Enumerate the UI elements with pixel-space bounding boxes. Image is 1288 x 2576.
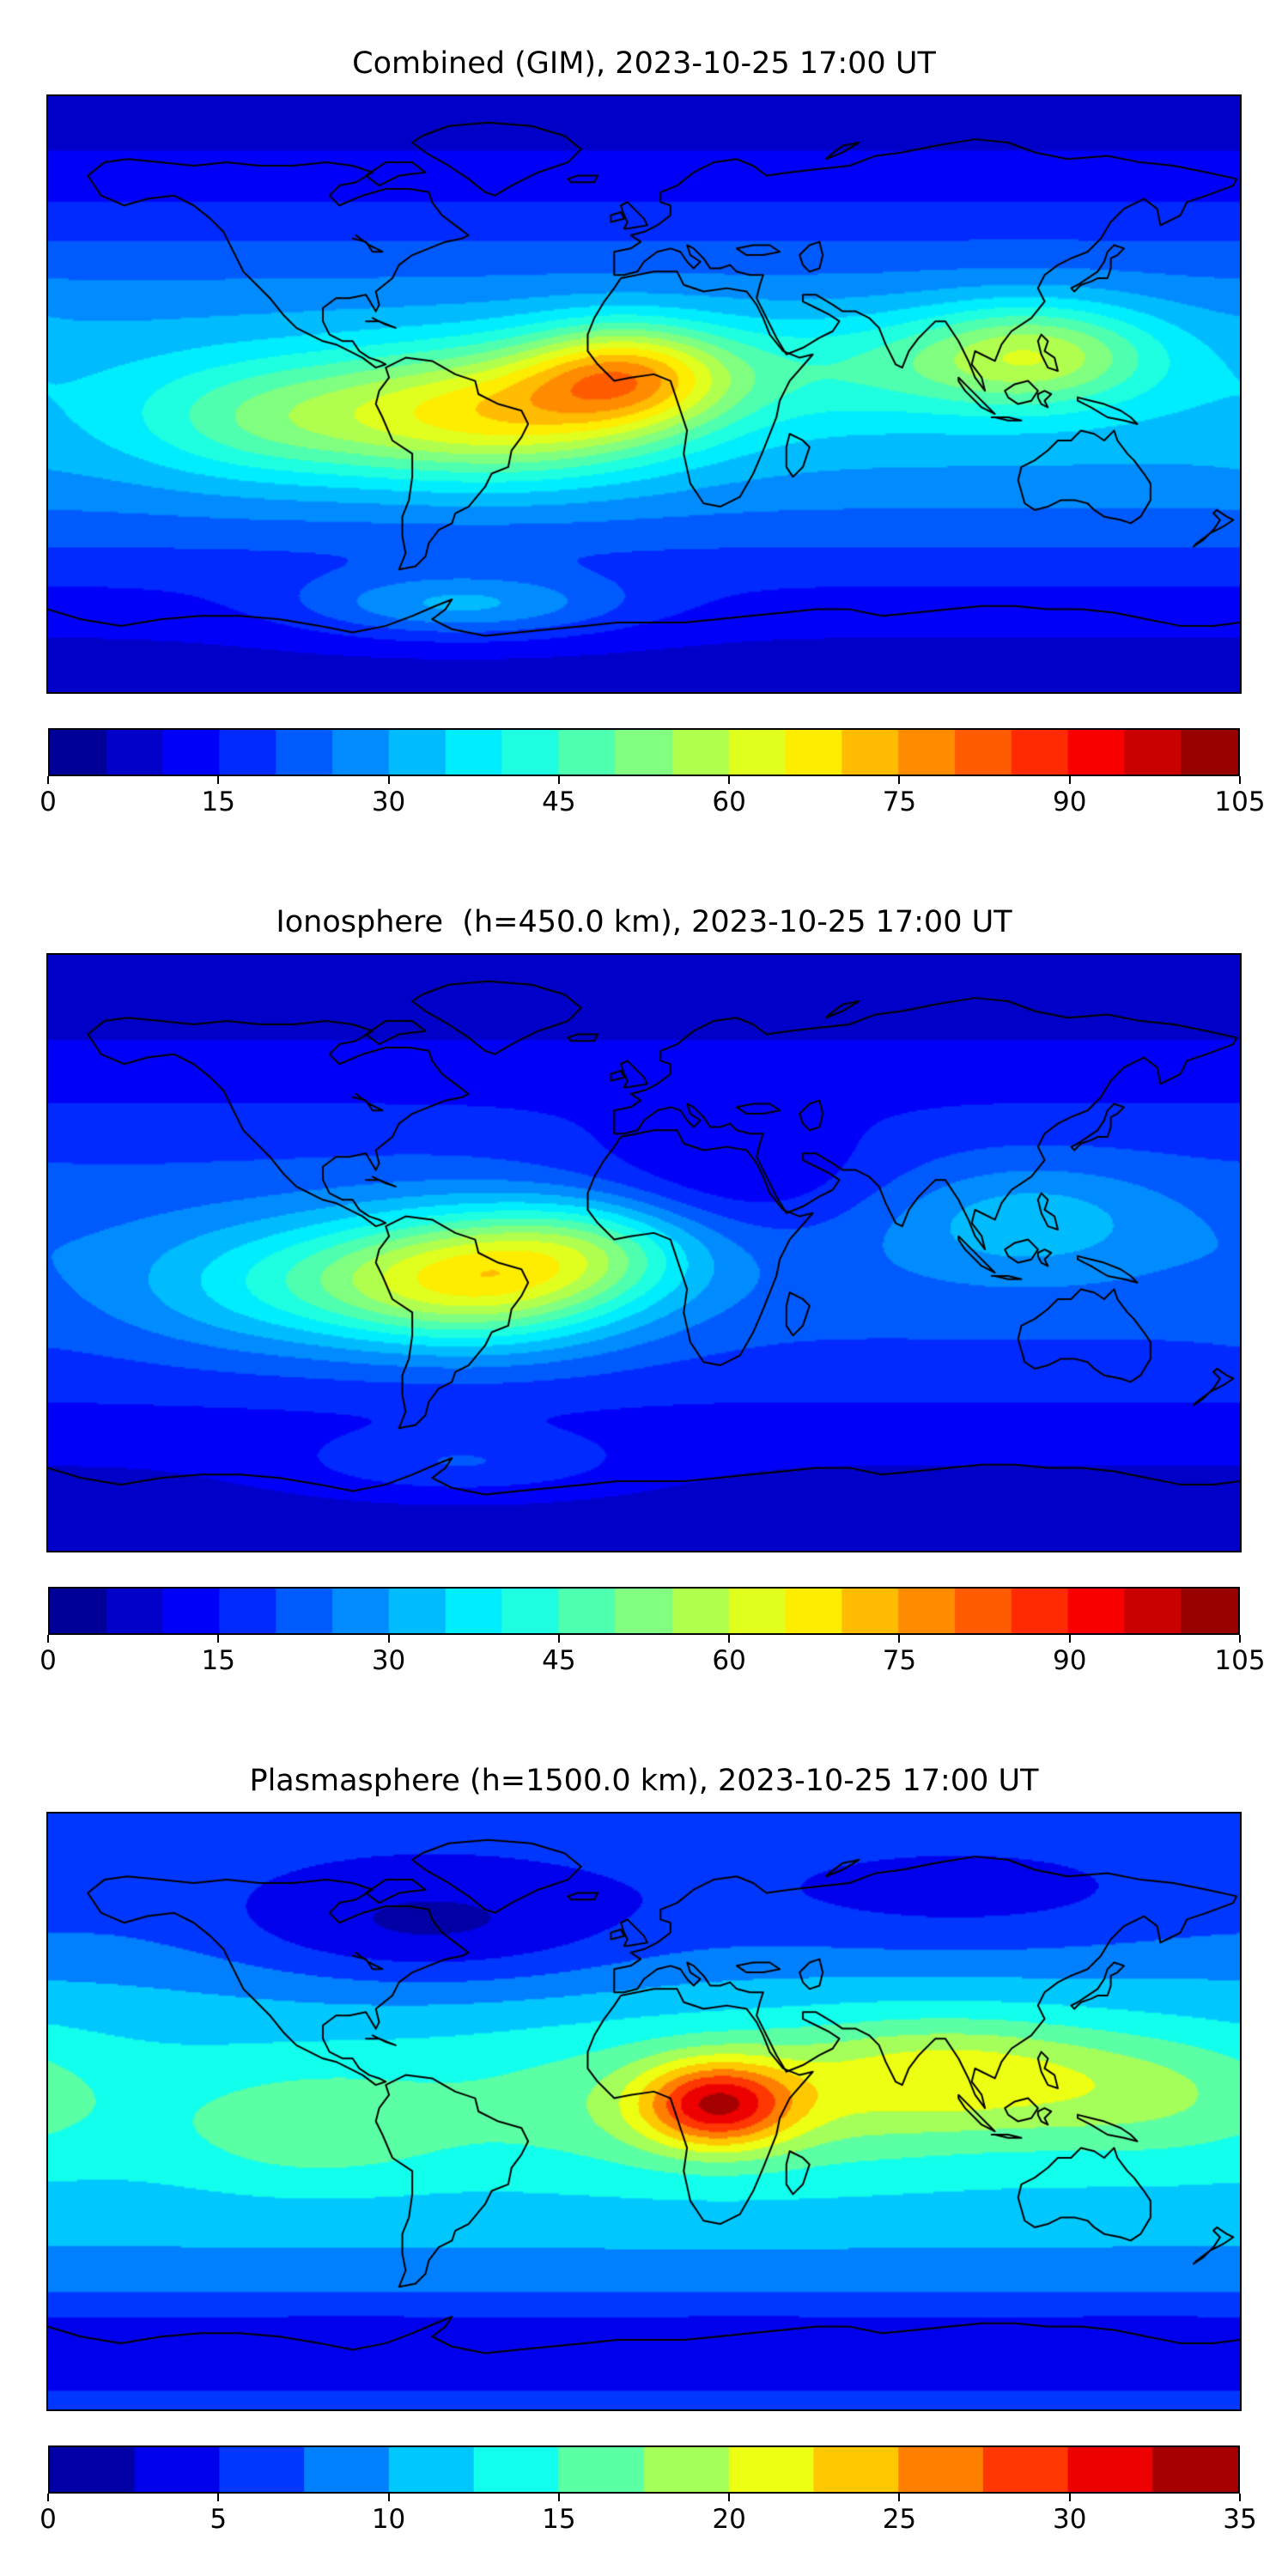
ionosphere-colorbar: 0 15 30 45 60 75 90 105 <box>39 1587 1266 1685</box>
panel-ionosphere: Ionosphere (h=450.0 km), 2023-10-25 17:0… <box>0 859 1288 1717</box>
colorbar-tick-label: 75 <box>882 1645 917 1676</box>
ionosphere-title: Ionosphere (h=450.0 km), 2023-10-25 17:0… <box>276 905 1012 939</box>
colorbar-tick <box>728 2494 731 2501</box>
colorbar-tick <box>217 2494 220 2501</box>
colorbar-tick <box>898 2494 901 2501</box>
colorbar-tick <box>1239 2494 1241 2501</box>
plasmasphere-map-canvas <box>48 1814 1240 2409</box>
ionosphere-colorbar-canvas <box>50 1589 1238 1633</box>
combined-gim-colorbar-canvas <box>50 730 1238 775</box>
colorbar-tick-label: 0 <box>39 787 57 817</box>
ionosphere-colorbar-frame <box>48 1587 1240 1635</box>
colorbar-tick-label: 30 <box>371 787 406 817</box>
colorbar-tick <box>217 776 220 784</box>
colorbar-tick <box>557 1635 560 1643</box>
colorbar-tick-label: 15 <box>201 1645 236 1676</box>
colorbar-tick-label: 45 <box>542 787 576 817</box>
colorbar-tick-label: 105 <box>1214 787 1266 817</box>
colorbar-tick-label: 30 <box>1052 2504 1087 2535</box>
colorbar-tick-label: 60 <box>712 787 746 817</box>
colorbar-tick <box>557 2494 560 2501</box>
colorbar-tick <box>217 1635 220 1643</box>
combined-gim-colorbar-frame <box>48 728 1240 776</box>
colorbar-tick <box>898 776 901 784</box>
colorbar-tick <box>47 776 49 784</box>
panel-plasmasphere: Plasmasphere (h=1500.0 km), 2023-10-25 1… <box>0 1717 1288 2576</box>
colorbar-tick-label: 30 <box>371 1645 406 1676</box>
combined-gim-map-frame <box>46 94 1242 694</box>
plasmasphere-colorbar: 0 5 10 15 20 25 30 35 <box>39 2445 1257 2543</box>
colorbar-tick-label: 10 <box>371 2504 406 2535</box>
colorbar-tick <box>728 776 731 784</box>
plasmasphere-colorbar-canvas <box>50 2447 1238 2492</box>
colorbar-tick <box>387 2494 390 2501</box>
colorbar-tick <box>1068 1635 1071 1643</box>
plasmasphere-colorbar-ticks: 0 5 10 15 20 25 30 35 <box>39 2494 1257 2543</box>
colorbar-tick-label: 105 <box>1214 1645 1266 1676</box>
colorbar-tick-label: 60 <box>712 1645 746 1676</box>
colorbar-tick-label: 15 <box>201 787 236 817</box>
combined-gim-colorbar: 0 15 30 45 60 75 90 105 <box>39 728 1266 826</box>
colorbar-tick <box>47 1635 49 1643</box>
panel-combined-gim: Combined (GIM), 2023-10-25 17:00 UT 0 15 3… <box>0 0 1288 859</box>
combined-gim-colorbar-ticks: 0 15 30 45 60 75 90 105 <box>39 776 1266 826</box>
colorbar-tick-label: 15 <box>542 2504 576 2535</box>
colorbar-tick <box>898 1635 901 1643</box>
plasmasphere-map-frame <box>46 1812 1242 2411</box>
plasmasphere-colorbar-frame <box>48 2445 1240 2494</box>
colorbar-tick <box>387 1635 390 1643</box>
colorbar-tick-label: 45 <box>542 1645 576 1676</box>
colorbar-tick <box>1239 1635 1241 1643</box>
colorbar-tick <box>728 1635 731 1643</box>
ionosphere-map-canvas <box>48 955 1240 1551</box>
colorbar-tick-label: 0 <box>39 1645 57 1676</box>
colorbar-tick-label: 20 <box>712 2504 746 2535</box>
colorbar-tick <box>557 776 560 784</box>
ionosphere-map-frame <box>46 953 1242 1552</box>
colorbar-tick-label: 0 <box>39 2504 57 2535</box>
plasmasphere-title: Plasmasphere (h=1500.0 km), 2023-10-25 1… <box>249 1764 1039 1798</box>
colorbar-tick-label: 5 <box>210 2504 228 2535</box>
colorbar-tick-label: 90 <box>1052 787 1087 817</box>
colorbar-tick-label: 25 <box>882 2504 917 2535</box>
colorbar-tick <box>1068 776 1071 784</box>
colorbar-tick <box>387 776 390 784</box>
colorbar-tick-label: 75 <box>882 787 917 817</box>
colorbar-tick <box>1068 2494 1071 2501</box>
combined-gim-title: Combined (GIM), 2023-10-25 17:00 UT <box>352 46 936 81</box>
ionosphere-colorbar-ticks: 0 15 30 45 60 75 90 105 <box>39 1635 1266 1685</box>
combined-gim-map-canvas <box>48 96 1240 692</box>
colorbar-tick-label: 35 <box>1223 2504 1257 2535</box>
colorbar-tick <box>1239 776 1241 784</box>
colorbar-tick <box>47 2494 49 2501</box>
colorbar-tick-label: 90 <box>1052 1645 1087 1676</box>
